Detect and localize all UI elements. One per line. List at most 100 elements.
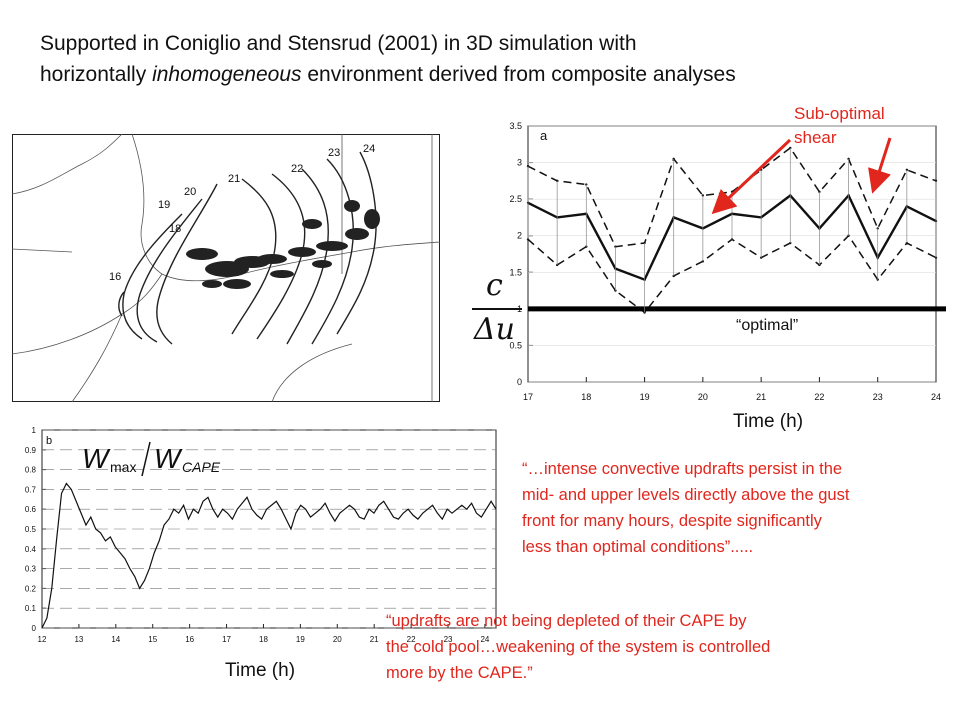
quote2-line1: “updrafts are not being depleted of thei… [386,612,747,630]
chart-b-xtick-label: 23 [444,635,453,644]
chart-b-ytick-label: 0.3 [25,565,37,574]
map-label-24: 24 [363,143,375,155]
chart-a-xtick-label: 21 [756,392,766,402]
chart-b-ytick-label: 0.2 [25,584,37,593]
chart-b-ytick-label: 0.5 [25,525,37,534]
chart-a-point [759,256,763,259]
annotation-suboptimal: Sub-optimal shear [794,102,885,150]
chart-b-ytick-label: 0.4 [25,545,37,554]
chart-b-ytick-label: 0 [32,624,37,633]
annotation-optimal: “optimal” [736,317,799,334]
chart-b-ytick-label: 1 [32,426,37,435]
convective-cells [186,200,380,289]
chart-b-ytick-label: 0.7 [25,485,37,494]
chart-b-xtick-label: 12 [38,635,47,644]
chart-b-panel-label: b [46,435,52,447]
chart-a-xtick-label: 17 [523,392,533,402]
title-line-2: horizontally inhomogeneous environment d… [40,59,960,90]
chart-a-point [526,238,530,241]
chart-b-xtick-label: 20 [333,635,342,644]
chart-a-point [526,165,530,168]
chart-a-point [555,179,559,183]
chart-a-ytick-label: 0.5 [509,340,522,350]
quote-cape: “updrafts are not being depleted of thei… [386,608,770,686]
quote2-line3: more by the CAPE.” [386,664,533,682]
chart-a-xtick-label: 22 [814,392,824,402]
chart-b-ytick-label: 0.9 [25,446,37,455]
chart-b-xtick-label: 14 [111,635,120,644]
ratio-numerator: c [486,268,503,303]
map-hour-labels: 16 18 19 20 21 22 23 24 [109,143,375,283]
legend-denominator: W [154,443,183,474]
legend-numerator: W [82,443,111,474]
chart-a-ytick-label: 0 [517,377,522,387]
quote1-line2: mid- and upper levels directly above the… [522,486,850,504]
chart-a-ytick-label: 3.5 [509,121,522,131]
chart-b-xtick-label: 18 [259,635,268,644]
chart-a-point [905,241,909,245]
simulation-map: 16 18 19 20 21 22 23 24 [12,134,440,402]
chart-a-ytick-label: 1.5 [509,267,522,277]
quote2-line2: the cold pool…weakening of the system is… [386,638,771,656]
chart-b-ytick-label: 0.6 [25,505,37,514]
time-axis-label-bottom: Time (h) [225,660,296,681]
chart-a-point [847,234,850,237]
map-label-23: 23 [328,147,340,159]
map-label-20: 20 [184,186,196,198]
chart-a-xtick-label: 24 [931,392,941,402]
ratio-fraction-bar [472,308,522,310]
chart-a-point [905,168,909,172]
chart-b-xtick-label: 15 [148,635,157,644]
chart-b-xtick-label: 16 [185,635,194,644]
title-line-2-b: environment derived from composite analy… [301,63,736,86]
chart-a-ytick-label: 1 [517,304,522,314]
map-label-22: 22 [291,163,303,175]
chart-a-xtick-label: 18 [581,392,591,402]
chart-b-xtick-label: 19 [296,635,305,644]
ratio-c-over-du: c Δu [470,268,530,368]
annotation-suboptimal-line1: Sub-optimal [794,104,885,123]
quote1-line4: less than optimal conditions”..... [522,538,754,556]
map-coastlines [12,134,440,402]
chart-b-xtick-label: 21 [370,635,379,644]
quote1-line3: front for many hours, despite significan… [522,512,822,530]
slide-title: Supported in Coniglio and Stensrud (2001… [40,28,960,90]
chart-b-xtick-label: 24 [480,635,489,644]
chart-b-xtick-label: 13 [74,635,83,644]
map-label-18: 18 [169,223,181,235]
chart-a: 0 0.5 1 1.5 2 2.5 3 3.5 17 18 19 20 21 22 23 24 a [509,121,946,402]
chart-b-ytick-label: 0.1 [25,604,37,613]
chart-a-point [789,241,792,245]
chart-b: 0 0.1 0.2 0.3 0.4 0.5 0.6 0.7 0.8 0.9 1 12 13 14 15 16 1… [25,426,497,644]
chart-b-xtick-label: 22 [407,635,416,644]
title-line-2-a: horizontally [40,63,153,86]
chart-a-xtick-label: 19 [640,392,650,402]
map-label-19: 19 [158,199,170,211]
chart-a-point [730,238,734,241]
chart-a-point [672,274,675,278]
ratio-denominator: Δu [474,312,515,347]
chart-a-point [934,256,938,259]
legend-slash [141,441,151,477]
title-line-1: Supported in Coniglio and Stensrud (2001… [40,32,637,55]
quote-updrafts-persist: “…intense convective updrafts persist in… [522,456,849,560]
chart-a-panel-label: a [540,128,548,143]
chart-a-point [934,179,938,183]
chart-a-ytick-label: 3 [517,158,522,168]
gust-front-isochrones [118,151,377,345]
annotation-suboptimal-line2: shear [794,128,837,147]
chart-a-ytick-label: 2.5 [509,194,522,204]
title-line-2-italic: inhomogeneous [152,63,302,86]
chart-a-xtick-label: 20 [698,392,708,402]
chart-b-xtick-label: 17 [222,635,231,644]
chart-b-series-0 [41,482,497,629]
legend-numerator-sub: max [110,459,136,475]
legend-denominator-sub: CAPE [182,459,221,475]
map-label-16: 16 [109,271,121,283]
map-label-21: 21 [228,173,240,185]
chart-b-ytick-label: 0.8 [25,466,37,475]
chart-a-ytick-label: 2 [517,231,522,241]
chart-a-xtick-label: 23 [873,392,883,402]
time-axis-label-top: Time (h) [733,411,804,432]
